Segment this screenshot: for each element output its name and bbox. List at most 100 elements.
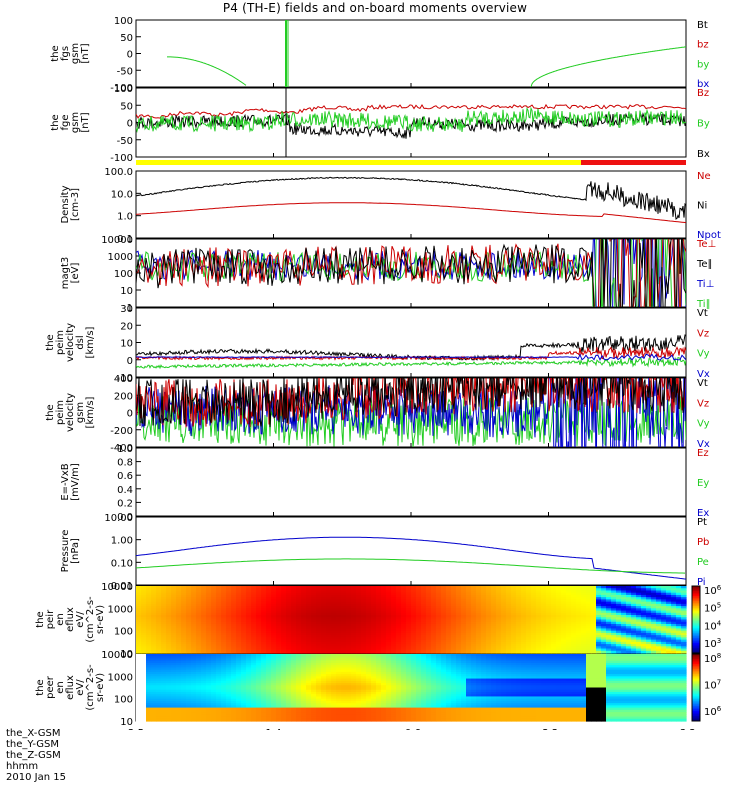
iflow-legend-Vy: Vy [697, 419, 710, 430]
efield-legend-Ex: Ex [697, 508, 709, 519]
ion_spec-ylabel-line: the [35, 611, 46, 627]
x-row-label-z: the_Z-GSM [6, 750, 61, 761]
density-ni-series [136, 176, 686, 220]
efield-ylabel-line: E=-VxB [60, 463, 71, 500]
temp-ytick: 10000 [101, 235, 133, 246]
efield-ylabel-line: [mV/m] [70, 463, 81, 501]
eflow-ytick: -10 [117, 373, 133, 384]
iflow-ytick: -200 [110, 426, 133, 437]
x-axis-labels: the_X-GSM the_Y-GSM the_Z-GSM hhmm 2010 … [6, 728, 66, 783]
pressure-legend-Pt: Pt [697, 517, 707, 528]
fge-ylabel-line: fge [60, 114, 71, 130]
fgs-ytick: 100 [114, 16, 133, 27]
temp-ylabel: magt3 [eV] [60, 257, 81, 290]
iflow-legend-Vz: Vz [697, 398, 709, 409]
fge-ylabel-line: [nT] [80, 112, 91, 132]
iflow-ylabel: the peim velocity gsm [km/s] [45, 393, 96, 432]
elec_spec-ylabel-line: peer [45, 675, 56, 699]
eflow-ylabel-line: the [45, 334, 56, 350]
velocity-dsl-vy-series [136, 356, 686, 370]
ion_spec-ylabel-line: en [55, 613, 66, 626]
eflow-ylabel: the peim velocity dsl [km/s] [45, 323, 96, 362]
fgs-ytick: 50 [120, 33, 133, 44]
ion_spec-ytick: 1000 [108, 604, 133, 615]
eflow-legend-Vy: Vy [697, 349, 710, 360]
x-row-label-x: the_X-GSM [6, 728, 61, 739]
pressure-ylabel-line: [nPa] [70, 538, 81, 564]
fgs-legend-bz: bz [697, 40, 709, 51]
fgs-ylabel-line: [nT] [80, 43, 91, 63]
mode-bar-red [581, 160, 686, 165]
velocity-gsm-vx-series [136, 378, 686, 447]
density-ytick: 100.0 [104, 167, 133, 178]
fge-ytick: 50 [120, 101, 133, 112]
mode-bar-yellow [136, 160, 581, 165]
pressure-ytick: 10.00 [104, 513, 133, 524]
eflow-ytick: 0 [127, 356, 133, 367]
fge-ylabel-line: the [50, 114, 61, 130]
efield-ytick: 0.2 [117, 498, 133, 509]
temp-ylabel-line: magt3 [60, 257, 71, 290]
electron-spectrogram [136, 654, 687, 722]
elec_spec-ylabel-line: (cm^2-s- [85, 664, 96, 711]
fge-by-series [136, 106, 686, 134]
ion_spec-ylabel-line: eflux [65, 607, 76, 632]
fgs-legend-by: by [697, 59, 709, 70]
temp-legend-Te∥: Te∥ [696, 259, 713, 270]
x-tick-label: 2.5 [128, 728, 144, 730]
ion-colorbar-label: 106 [704, 584, 722, 597]
x-tick-label: -2.2 [539, 728, 559, 730]
efield-panel-frame [135, 447, 687, 517]
pressure-panel-frame [135, 516, 687, 586]
electron-colorbar-label: 107 [704, 679, 721, 692]
density-ylabel: Density [cm-3] [60, 185, 81, 223]
ion-colorbar-label: 104 [704, 619, 722, 632]
fge-ytick: -100 [110, 153, 133, 164]
eflow-legend-Vz: Vz [697, 328, 709, 339]
elec_spec-ytick: 1000 [108, 672, 133, 683]
temp-ytick: 1 [127, 303, 133, 314]
ion_spec-ytick: 10000 [101, 582, 133, 593]
iflow-ytick: -400 [110, 443, 133, 454]
x-tick-label: -0.6 [401, 728, 421, 730]
density-ne-series [136, 202, 686, 224]
temp-legend-Ti⊥: Ti⊥ [696, 279, 714, 290]
elec_spec-ylabel: the peer en eflux eV/(cm^2-s-sr-eV) [35, 664, 106, 711]
density-legend-Ne: Ne [697, 171, 711, 182]
electron-colorbar [691, 653, 701, 722]
fge-legend-Bx: Bx [697, 149, 710, 160]
fgs-by-series [167, 56, 247, 86]
temp-ytick: 10 [120, 286, 133, 297]
elec_spec-ylabel-line: the [35, 679, 46, 695]
eflow-ylabel-line: peim [55, 330, 66, 355]
eflow-ytick: 30 [120, 304, 133, 315]
pressure-ytick: 0.01 [111, 581, 133, 592]
temp-te-par-series [136, 239, 686, 307]
elec_spec-ylabel-line: en [55, 681, 66, 694]
iflow-ytick: 0 [127, 409, 133, 420]
velocity-dsl-vz-series [136, 346, 686, 361]
temp-ytick: 100 [114, 269, 133, 280]
ion-colorbar [691, 585, 701, 654]
eflow-panel-frame [135, 307, 687, 378]
fgs-ylabel-line: the [50, 45, 61, 61]
eflow-ylabel-line: dsl [75, 335, 86, 349]
ion-spectrogram [136, 586, 687, 654]
elec_spec-ytick: 10 [120, 717, 133, 728]
pressure-legend-Pb: Pb [697, 537, 709, 548]
fge-ytick: 100 [114, 84, 133, 95]
eflow-legend-Vt: Vt [697, 308, 708, 319]
pressure-legend-Pe: Pe [697, 557, 709, 568]
eflow-ytick: 20 [120, 321, 133, 332]
fge-legend-Bz: Bz [697, 88, 709, 99]
electron-colorbar-label: 108 [704, 652, 721, 665]
velocity-dsl-vx-series [136, 353, 686, 361]
chart-title: P4 (TH-E) fields and on-board moments ov… [222, 1, 528, 15]
density-ylabel-line: [cm-3] [70, 188, 81, 221]
elec_spec-ytick: 100 [114, 695, 133, 706]
fge-ylabel: the fge gsm [nT] [50, 112, 91, 133]
x-row-label-y: the_Y-GSM [6, 739, 60, 750]
ion_spec-ylabel-line: peir [45, 609, 56, 629]
eflow-ytick: 10 [120, 339, 133, 350]
efield-legend-Ez: Ez [697, 448, 709, 459]
